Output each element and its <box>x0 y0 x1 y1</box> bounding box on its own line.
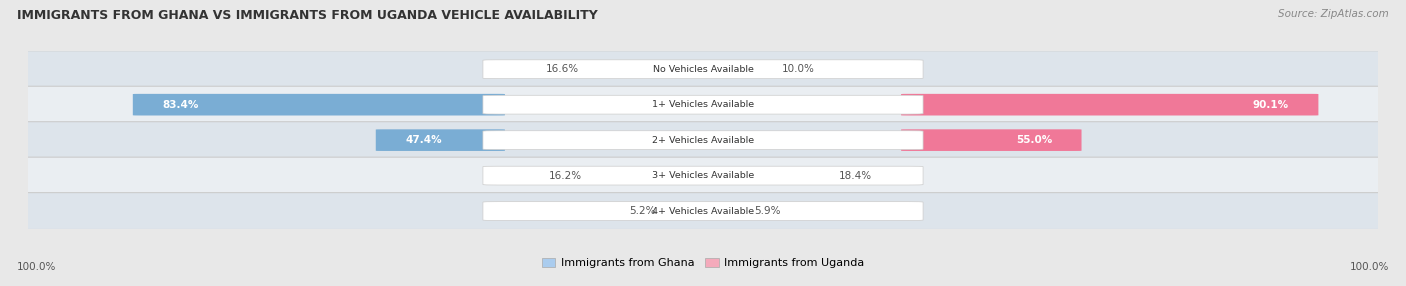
FancyBboxPatch shape <box>375 129 505 151</box>
FancyBboxPatch shape <box>482 131 924 150</box>
Text: 3+ Vehicles Available: 3+ Vehicles Available <box>652 171 754 180</box>
Text: 47.4%: 47.4% <box>405 135 441 145</box>
Text: 16.6%: 16.6% <box>546 64 579 74</box>
FancyBboxPatch shape <box>901 129 1081 151</box>
Text: 100.0%: 100.0% <box>1350 262 1389 272</box>
Legend: Immigrants from Ghana, Immigrants from Uganda: Immigrants from Ghana, Immigrants from U… <box>537 254 869 273</box>
Text: 90.1%: 90.1% <box>1253 100 1289 110</box>
FancyBboxPatch shape <box>482 95 924 114</box>
Text: Source: ZipAtlas.com: Source: ZipAtlas.com <box>1278 9 1389 19</box>
FancyBboxPatch shape <box>0 51 1406 88</box>
Text: 16.2%: 16.2% <box>548 171 582 180</box>
FancyBboxPatch shape <box>132 94 505 116</box>
Text: 5.9%: 5.9% <box>755 206 782 216</box>
Text: 55.0%: 55.0% <box>1017 135 1052 145</box>
Text: No Vehicles Available: No Vehicles Available <box>652 65 754 74</box>
FancyBboxPatch shape <box>901 94 1319 116</box>
Text: 83.4%: 83.4% <box>162 100 198 110</box>
Text: 10.0%: 10.0% <box>782 64 815 74</box>
Text: 1+ Vehicles Available: 1+ Vehicles Available <box>652 100 754 109</box>
FancyBboxPatch shape <box>482 60 924 79</box>
FancyBboxPatch shape <box>0 157 1406 194</box>
Text: 4+ Vehicles Available: 4+ Vehicles Available <box>652 206 754 216</box>
Text: 18.4%: 18.4% <box>839 171 872 180</box>
FancyBboxPatch shape <box>0 86 1406 123</box>
FancyBboxPatch shape <box>482 166 924 185</box>
FancyBboxPatch shape <box>0 193 1406 229</box>
Text: 100.0%: 100.0% <box>17 262 56 272</box>
Text: 5.2%: 5.2% <box>630 206 657 216</box>
Text: IMMIGRANTS FROM GHANA VS IMMIGRANTS FROM UGANDA VEHICLE AVAILABILITY: IMMIGRANTS FROM GHANA VS IMMIGRANTS FROM… <box>17 9 598 21</box>
FancyBboxPatch shape <box>0 122 1406 158</box>
FancyBboxPatch shape <box>482 202 924 221</box>
Text: 2+ Vehicles Available: 2+ Vehicles Available <box>652 136 754 145</box>
